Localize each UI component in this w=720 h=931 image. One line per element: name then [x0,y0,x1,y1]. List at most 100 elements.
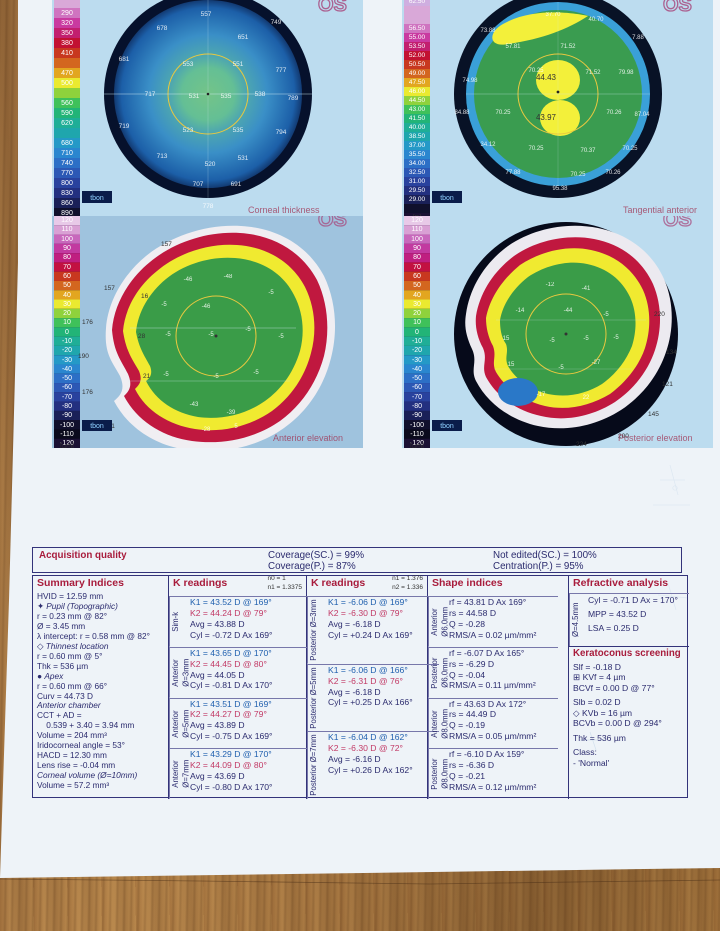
svg-text:37.00: 37.00 [409,142,426,149]
svg-text:794: 794 [276,129,287,136]
svg-text:120: 120 [61,217,73,224]
svg-text:800: 800 [61,180,73,187]
svg-text:47.50: 47.50 [409,79,426,86]
svg-text:-50: -50 [412,375,422,382]
svg-text:-5: -5 [161,302,167,308]
svg-text:157: 157 [104,285,115,292]
svg-text:350: 350 [61,30,73,37]
svg-text:789: 789 [288,95,299,102]
svg-text:-5: -5 [208,332,214,338]
svg-text:[µm]: [µm] [410,443,424,448]
svg-text:860: 860 [61,200,73,207]
svg-text:620: 620 [61,120,73,127]
svg-text:20: 20 [413,310,421,317]
svg-text:-90: -90 [62,412,72,419]
svg-text:-5: -5 [278,334,284,340]
svg-text:-100: -100 [410,422,424,429]
svg-text:-110: -110 [60,431,74,438]
svg-text:-60: -60 [412,384,422,391]
svg-text:71.52: 71.52 [560,44,576,50]
svg-text:44.43: 44.43 [536,73,557,82]
svg-text:-27: -27 [592,360,601,366]
svg-text:-5: -5 [253,370,259,376]
svg-text:21: 21 [143,373,151,380]
svg-text:176: 176 [82,389,93,396]
svg-text:22: 22 [583,395,590,401]
svg-text:29.50: 29.50 [409,187,426,194]
svg-text:320: 320 [61,20,73,27]
svg-text:-20: -20 [412,347,422,354]
svg-text:-5: -5 [165,332,171,338]
svg-text:73.88: 73.88 [480,28,496,34]
svg-text:[µm]: [µm] [60,443,74,448]
svg-text:-50: -50 [62,375,72,382]
svg-text:691: 691 [231,181,242,188]
svg-text:-40: -40 [62,366,72,373]
svg-text:110: 110 [411,226,422,233]
svg-text:55.00: 55.00 [409,34,426,41]
svg-text:-5: -5 [163,372,169,378]
svg-text:49.00: 49.00 [409,70,426,77]
svg-text:520: 520 [205,161,216,168]
svg-text:34.00: 34.00 [409,160,426,167]
svg-text:87.04: 87.04 [634,112,650,118]
svg-text:40.70: 40.70 [588,17,604,23]
svg-text:57.81: 57.81 [505,44,521,50]
svg-text:-5: -5 [245,327,251,333]
svg-text:538: 538 [255,91,266,98]
svg-text:10: 10 [413,319,421,326]
svg-text:-39: -39 [227,410,236,416]
svg-text:678: 678 [157,25,168,32]
svg-text:30: 30 [63,301,71,308]
svg-text:-30: -30 [412,357,422,364]
svg-text:531: 531 [189,93,200,100]
svg-text:-14: -14 [516,308,525,314]
svg-text:100: 100 [411,236,423,243]
svg-text:40: 40 [63,292,71,299]
svg-text:719: 719 [119,123,130,130]
svg-text:41.50: 41.50 [409,115,426,122]
svg-text:651: 651 [238,34,249,41]
svg-text:778: 778 [203,203,214,210]
svg-text:-60: -60 [62,384,72,391]
svg-text:740: 740 [61,160,73,167]
svg-text:-28: -28 [202,427,211,433]
svg-text:-5: -5 [268,290,274,296]
svg-text:31.00: 31.00 [409,178,426,185]
svg-text:-5: -5 [603,312,609,318]
svg-text:52.00: 52.00 [409,52,426,59]
svg-text:56.50: 56.50 [409,25,426,32]
svg-text:0: 0 [65,329,69,336]
svg-text:29.00: 29.00 [409,196,426,203]
svg-text:Posterior elevation: Posterior elevation [618,433,693,443]
svg-text:717: 717 [145,91,156,98]
svg-text:38.50: 38.50 [409,133,426,140]
svg-text:70.25: 70.25 [570,172,586,178]
svg-text:523: 523 [183,127,194,134]
svg-text:43.97: 43.97 [536,113,557,122]
svg-text:74.98: 74.98 [462,78,478,84]
svg-text:157: 157 [161,241,172,248]
svg-text:-46: -46 [202,304,211,310]
svg-text:-17: -17 [537,392,546,398]
svg-text:53.50: 53.50 [409,43,426,50]
svg-text:-110: -110 [410,431,424,438]
svg-text:290: 290 [61,10,73,17]
svg-text:28: 28 [138,333,146,340]
svg-text:43.00: 43.00 [409,106,426,113]
svg-text:0: 0 [415,329,419,336]
svg-text:60: 60 [413,273,421,280]
svg-text:16: 16 [141,293,149,300]
svg-text:224: 224 [576,441,587,448]
svg-text:134: 134 [666,349,677,356]
svg-text:557: 557 [201,11,212,18]
svg-text:-5: -5 [213,374,219,380]
svg-text:77.88: 77.88 [505,170,521,176]
svg-text:-30: -30 [62,357,72,364]
svg-text:553: 553 [183,61,194,68]
svg-text:120: 120 [411,217,423,224]
svg-text:410: 410 [61,50,73,57]
svg-text:121: 121 [662,381,673,388]
svg-text:70.25: 70.25 [528,146,544,152]
svg-text:531: 531 [238,155,249,162]
